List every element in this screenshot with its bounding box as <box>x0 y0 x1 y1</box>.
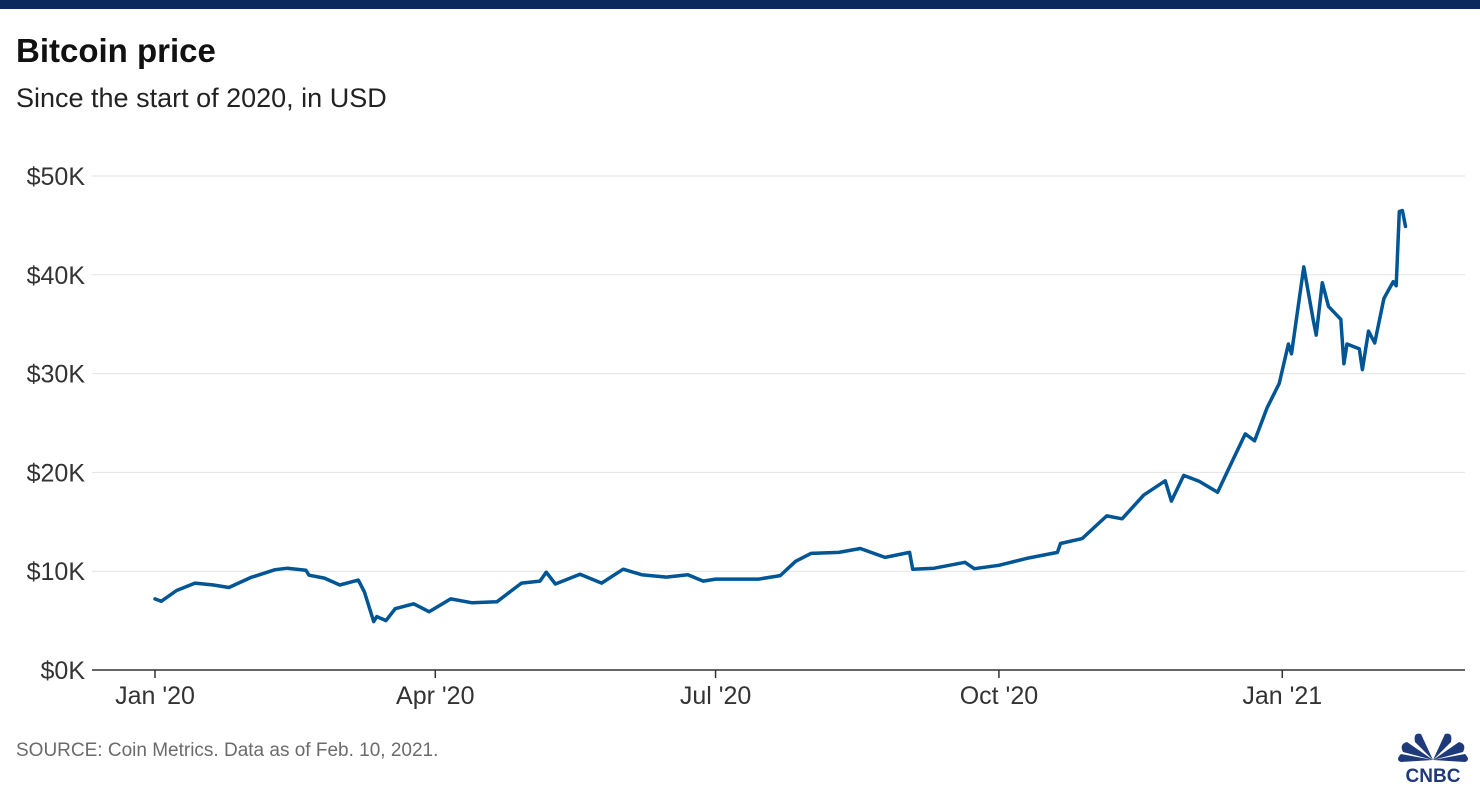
chart-subtitle: Since the start of 2020, in USD <box>16 83 387 113</box>
x-tick-label: Oct '20 <box>960 682 1038 710</box>
cnbc-logo: CNBC <box>1398 733 1468 787</box>
price-line <box>153 208 1408 624</box>
y-tick-label: $0K <box>41 657 86 685</box>
y-tick-label: $20K <box>27 459 86 487</box>
x-tick-label: Apr '20 <box>396 682 474 710</box>
chart-title: Bitcoin price <box>16 32 216 69</box>
y-tick-label: $10K <box>27 558 86 586</box>
y-tick-label: $30K <box>27 361 86 389</box>
y-tick-label: $40K <box>27 262 86 290</box>
y-tick-label: $50K <box>27 163 86 191</box>
x-tick-label: Jul '20 <box>680 682 751 710</box>
x-tick-label: Jan '21 <box>1242 682 1322 710</box>
source-note: SOURCE: Coin Metrics. Data as of Feb. 10… <box>16 740 439 761</box>
svg-text:CNBC: CNBC <box>1406 766 1461 787</box>
top-accent-bar <box>0 0 1480 9</box>
x-tick-label: Jan '20 <box>115 682 195 710</box>
